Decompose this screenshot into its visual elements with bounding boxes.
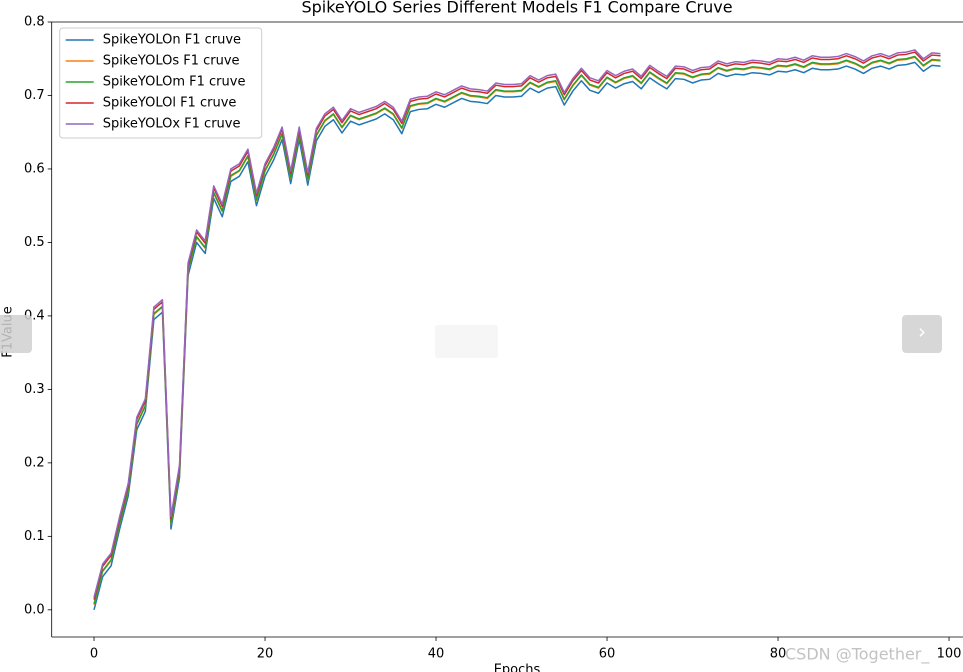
x-tick-label: 0 xyxy=(90,647,98,662)
viewer-overlay xyxy=(435,325,498,358)
y-tick-label: 0.0 xyxy=(24,602,45,617)
legend-label: SpikeYOLOn F1 cruve xyxy=(103,33,241,48)
series-line xyxy=(93,56,941,605)
plot-area: 0.00.10.20.30.40.50.60.70.80 20 40 60 80 100 xyxy=(24,15,963,662)
legend: SpikeYOLOn F1 cruve SpikeYOLOs F1 cruve Sp… xyxy=(59,27,263,139)
legend-label: SpikeYOLOx F1 cruve xyxy=(103,117,241,132)
y-tick-label: 0.1 xyxy=(24,529,45,544)
legend-label: SpikeYOLOm F1 cruve xyxy=(103,75,246,90)
x-axis-label: Epochs xyxy=(494,663,541,672)
x-tick-label: 100 xyxy=(937,647,962,662)
series-line xyxy=(93,55,941,605)
next-button-icon[interactable]: › xyxy=(918,320,926,344)
y-tick-label: 0.5 xyxy=(24,235,45,250)
y-tick-label: 0.8 xyxy=(24,15,45,30)
legend-label: SpikeYOLOl F1 cruve xyxy=(103,96,237,111)
series-line xyxy=(93,61,941,610)
x-tick-label: 40 xyxy=(428,647,445,662)
x-tick-label: 80 xyxy=(770,647,787,662)
next-button[interactable] xyxy=(902,315,942,353)
series-line xyxy=(93,49,941,598)
legend-box xyxy=(59,27,263,139)
y-tick-label: 0.3 xyxy=(24,382,45,397)
y-tick-label: 0.6 xyxy=(24,161,45,176)
y-tick-label: 0.2 xyxy=(24,455,45,470)
prev-button[interactable] xyxy=(0,315,32,353)
series-line xyxy=(93,51,941,600)
watermark: CSDN @Together_ xyxy=(785,645,930,665)
chart-title: SpikeYOLO Series Different Models F1 Com… xyxy=(301,0,732,17)
y-tick-label: 0.7 xyxy=(24,88,45,103)
x-tick-label: 60 xyxy=(599,647,616,662)
legend-label: SpikeYOLOs F1 cruve xyxy=(103,54,240,69)
x-tick-label: 20 xyxy=(257,647,274,662)
